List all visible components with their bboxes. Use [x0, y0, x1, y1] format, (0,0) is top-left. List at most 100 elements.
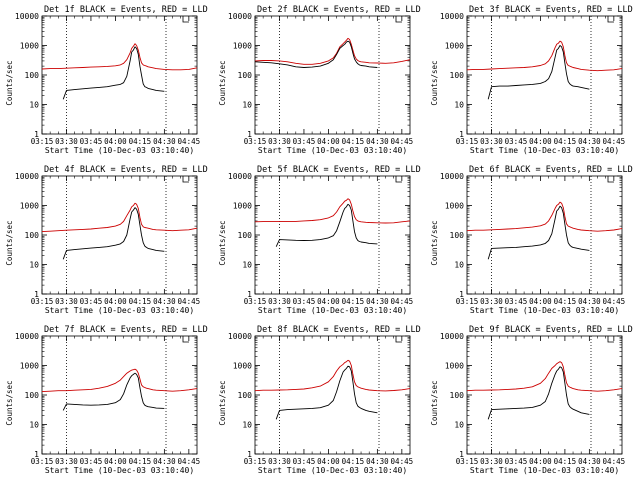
series-line-lld — [466, 201, 623, 232]
x-tick-label: 03:30 — [268, 137, 291, 146]
x-tick-label: 04:15 — [129, 457, 152, 466]
series-line-events — [254, 40, 378, 68]
chart-panel: Det 9f BLACK = Events, RED = LLD 1 10 100 10… — [430, 325, 633, 475]
y-tick-label: 100 — [238, 231, 253, 240]
series-line-events — [62, 207, 165, 260]
series-line-lld — [41, 368, 198, 393]
x-tick-label: 04:00 — [104, 457, 127, 466]
y-tick-label: 100 — [25, 391, 40, 400]
x-tick-label: 03:30 — [55, 137, 78, 146]
plot-frame — [254, 175, 411, 295]
chart-title: Det 5f BLACK = Events, RED = LLD — [257, 165, 421, 175]
y-tick-label: 100 — [25, 231, 40, 240]
y-tick-label: 1 — [459, 450, 464, 459]
chart-title: Det 9f BLACK = Events, RED = LLD — [469, 325, 633, 335]
plot-frame — [466, 335, 623, 455]
chart-title: Det 6f BLACK = Events, RED = LLD — [469, 165, 633, 175]
x-tick-label: 03:30 — [480, 457, 503, 466]
x-tick-label: 04:30 — [153, 457, 176, 466]
x-tick-label: 04:00 — [529, 297, 552, 306]
chart-title: Det 7f BLACK = Events, RED = LLD — [44, 325, 208, 335]
x-tick-label: 03:15 — [456, 297, 479, 306]
x-tick-label: 03:45 — [293, 457, 316, 466]
chart-panel: Det 3f BLACK = Events, RED = LLD 1 10 100 10… — [430, 5, 633, 155]
x-tick-label: 04:00 — [104, 297, 127, 306]
x-tick-label: 04:15 — [554, 137, 577, 146]
y-tick-label: 10000 — [440, 332, 464, 341]
x-tick-label: 04:45 — [603, 297, 626, 306]
series-line-events — [487, 205, 590, 260]
corner-mark — [607, 176, 614, 183]
x-tick-label: 04:00 — [104, 137, 127, 146]
x-tick-label: 04:45 — [178, 297, 201, 306]
y-tick-label: 100 — [25, 71, 40, 80]
y-tick-label: 10000 — [15, 12, 39, 21]
series-line-lld — [466, 361, 623, 392]
y-tick-label: 100 — [450, 71, 465, 80]
y-axis-label: Counts/sec — [218, 380, 227, 425]
x-tick-label: 03:45 — [293, 297, 316, 306]
x-tick-label: 03:30 — [480, 137, 503, 146]
y-tick-label: 1 — [34, 130, 39, 139]
y-tick-label: 1000 — [445, 202, 464, 211]
corner-mark — [607, 336, 614, 343]
y-tick-label: 10000 — [440, 172, 464, 181]
chart-title: Det 3f BLACK = Events, RED = LLD — [469, 5, 633, 15]
chart-title: Det 2f BLACK = Events, RED = LLD — [257, 5, 421, 15]
y-tick-label: 100 — [450, 391, 465, 400]
x-tick-label: 03:45 — [505, 457, 528, 466]
chart-title: Det 4f BLACK = Events, RED = LLD — [44, 165, 208, 175]
x-tick-label: 03:30 — [480, 297, 503, 306]
corner-mark — [607, 16, 614, 23]
series-line-events — [62, 372, 165, 411]
y-axis-label: Counts/sec — [218, 60, 227, 105]
x-tick-label: 03:45 — [80, 457, 103, 466]
plot-frame — [466, 15, 623, 135]
x-tick-label: 03:45 — [80, 137, 103, 146]
corner-mark — [182, 176, 189, 183]
chart-panel: Det 4f BLACK = Events, RED = LLD 1 10 100 10… — [5, 165, 208, 315]
y-tick-label: 10 — [454, 101, 464, 110]
y-axis-label: Counts/sec — [430, 220, 439, 265]
y-axis-label: Counts/sec — [5, 380, 14, 425]
chart-title: Det 1f BLACK = Events, RED = LLD — [44, 5, 208, 15]
x-tick-label: 04:30 — [153, 297, 176, 306]
x-tick-label: 04:15 — [554, 297, 577, 306]
x-tick-label: 04:30 — [366, 137, 389, 146]
chart-title: Det 8f BLACK = Events, RED = LLD — [257, 325, 421, 335]
x-axis-label: Start Time (10-Dec-03 03:10:40) — [45, 306, 194, 315]
x-tick-label: 03:30 — [55, 457, 78, 466]
series-line-lld — [466, 40, 623, 72]
x-tick-label: 04:30 — [366, 457, 389, 466]
series-line-lld — [41, 43, 198, 71]
x-axis-label: Start Time (10-Dec-03 03:10:40) — [258, 146, 407, 155]
series-line-lld — [254, 198, 411, 224]
x-tick-label: 04:30 — [578, 457, 601, 466]
y-axis-label: Counts/sec — [5, 220, 14, 265]
chart-panel: Det 8f BLACK = Events, RED = LLD 1 10 100 10… — [218, 325, 421, 475]
corner-mark — [395, 176, 402, 183]
x-axis-label: Start Time (10-Dec-03 03:10:40) — [45, 146, 194, 155]
y-tick-label: 1000 — [445, 42, 464, 51]
y-tick-label: 10000 — [228, 332, 252, 341]
y-tick-label: 10000 — [15, 332, 39, 341]
x-tick-label: 03:30 — [268, 457, 291, 466]
chart-panel: Det 2f BLACK = Events, RED = LLD 1 10 100 10… — [218, 5, 421, 155]
y-tick-label: 1000 — [20, 202, 39, 211]
y-tick-label: 1 — [247, 450, 252, 459]
y-tick-label: 100 — [450, 231, 465, 240]
chart-panel: Det 6f BLACK = Events, RED = LLD 1 10 100 10… — [430, 165, 633, 315]
y-tick-label: 1000 — [233, 362, 252, 371]
series-line-lld — [41, 202, 198, 233]
x-tick-label: 04:30 — [578, 137, 601, 146]
plot-frame — [41, 15, 198, 135]
corner-mark — [395, 16, 402, 23]
y-axis-label: Counts/sec — [218, 220, 227, 265]
plot-frame — [254, 15, 411, 135]
x-tick-label: 04:30 — [153, 137, 176, 146]
x-tick-label: 04:45 — [391, 137, 414, 146]
x-axis-label: Start Time (10-Dec-03 03:10:40) — [258, 306, 407, 315]
y-axis-label: Counts/sec — [430, 60, 439, 105]
x-tick-label: 04:30 — [366, 297, 389, 306]
